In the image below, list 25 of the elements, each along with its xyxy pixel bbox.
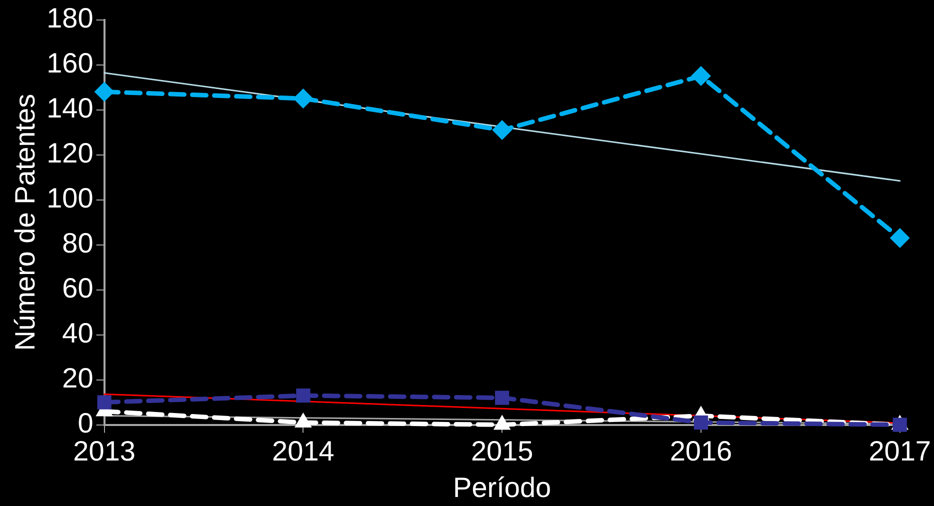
y-tick-label: 40 (62, 318, 94, 349)
x-tick-label: 2014 (272, 435, 334, 466)
point (94, 82, 114, 102)
point (495, 390, 510, 405)
point (293, 88, 314, 109)
y-tick-label: 60 (62, 272, 94, 304)
y-tick-label: 20 (62, 362, 94, 394)
point (694, 415, 708, 430)
x-tick-label: 2016 (670, 435, 732, 466)
point (892, 418, 907, 432)
point (690, 66, 711, 86)
y-tick-label: 80 (62, 228, 94, 259)
x-tick-label: 2015 (470, 435, 534, 466)
point (296, 388, 310, 403)
point (492, 120, 512, 140)
x-axis-title: Período (453, 472, 552, 503)
y-tick-label: 160 (46, 48, 94, 79)
x-tick-label: 2017 (868, 435, 932, 466)
y-tick-label: 180 (46, 2, 94, 34)
y-tick-label: 120 (46, 138, 94, 169)
point (97, 395, 112, 410)
y-tick-label: 140 (46, 92, 94, 124)
y-tick-label: 100 (46, 182, 94, 214)
y-axis-title: Número de Patentes (10, 94, 41, 351)
point (890, 228, 910, 248)
